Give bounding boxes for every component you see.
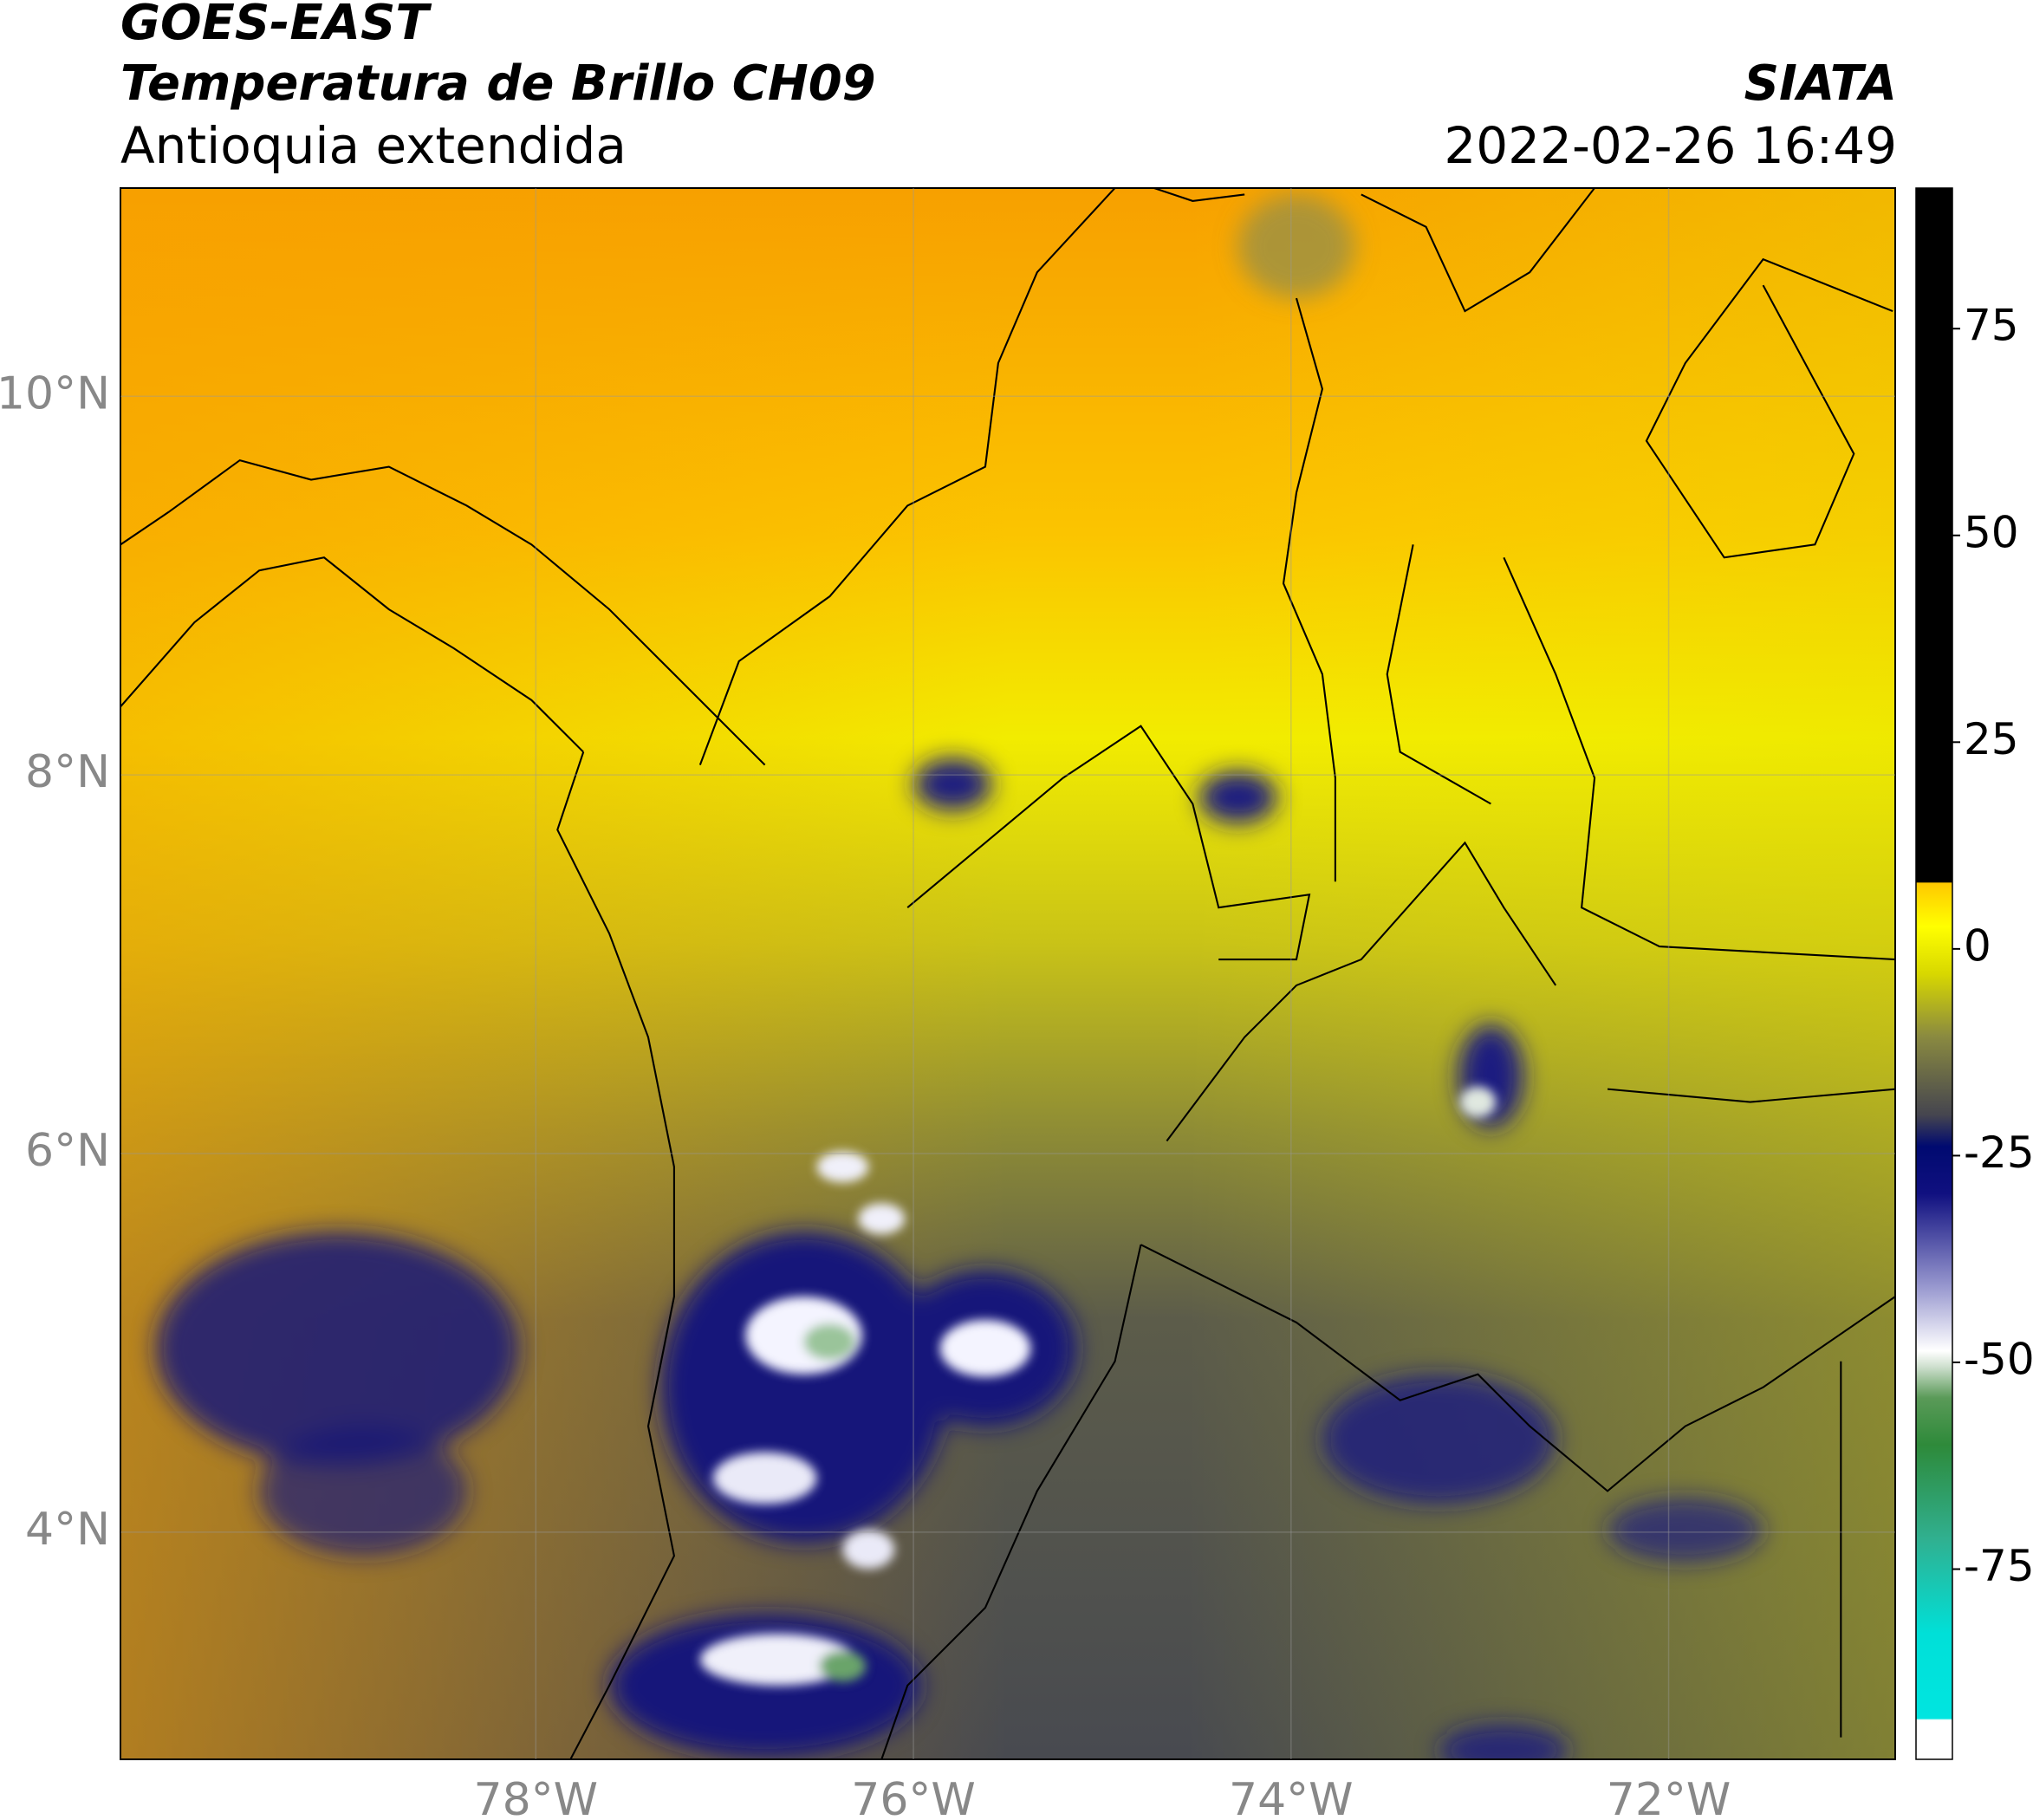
- title: GOES-EAST: [120, 0, 429, 51]
- colorbar-tick-label: -50: [1964, 1334, 2033, 1384]
- colorbar-frame: [1915, 187, 1953, 1760]
- colorbar-tick-label: 0: [1964, 920, 1991, 971]
- borders: [120, 188, 1895, 1759]
- subtitle: Temperatura de Brillo CH09: [120, 55, 876, 112]
- lat-tick-label: 6°N: [25, 1125, 110, 1177]
- lat-tick-label: 10°N: [0, 367, 110, 419]
- colorbar-tick-label: 50: [1964, 507, 2019, 557]
- lon-tick-label: 74°W: [1229, 1774, 1354, 1820]
- lon-tick-label: 72°W: [1607, 1774, 1731, 1820]
- source: SIATA: [1744, 55, 1897, 112]
- colorbar-tick-label: 25: [1964, 714, 2019, 764]
- region: Antioquia extendida: [120, 116, 627, 175]
- map-frame: [120, 187, 1896, 1760]
- lon-tick-label: 76°W: [851, 1774, 976, 1820]
- colorbar-tick-label: -75: [1964, 1541, 2033, 1591]
- colorbar-tick-label: -25: [1964, 1128, 2033, 1178]
- timestamp: 2022-02-26 16:49: [1444, 116, 1897, 175]
- lat-tick-label: 4°N: [25, 1504, 110, 1556]
- colorbar-top: [1916, 188, 1952, 883]
- lon-tick-label: 78°W: [474, 1774, 599, 1820]
- map-image: [120, 188, 1895, 1759]
- lat-tick-label: 8°N: [25, 746, 110, 798]
- colorbar-tick-label: 75: [1964, 301, 2019, 351]
